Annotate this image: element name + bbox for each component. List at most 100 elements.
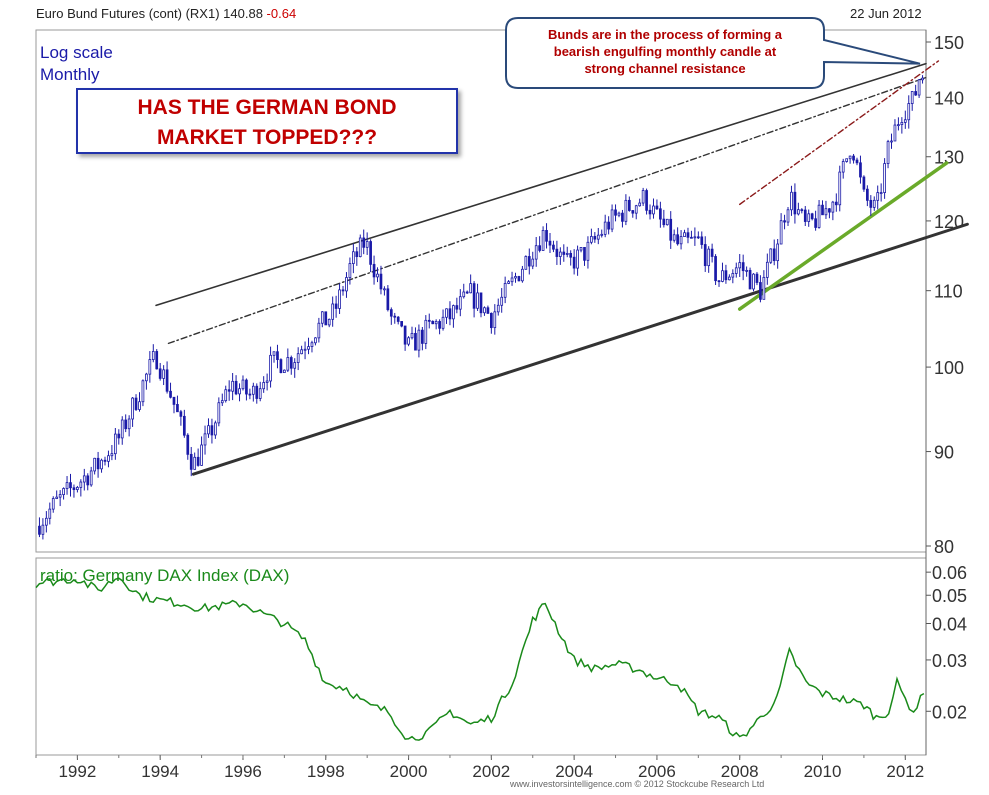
candle-body [624,199,628,222]
candle-body [638,202,642,207]
candle-body [900,122,904,126]
y-tick-label: 140 [934,88,964,108]
candle-body [686,232,690,238]
candle-body [89,470,93,486]
upper-channel-line [155,62,927,307]
red-trend-line [739,60,940,206]
candle-body [131,397,134,420]
candle-body [210,425,214,436]
candle-body [203,433,207,446]
candle-body [548,240,552,246]
candle-body [82,475,86,483]
candle-body [555,248,559,257]
candle-body [672,234,676,241]
candle-body [55,496,59,499]
candle-body [724,270,728,281]
candle-body [314,337,317,344]
candle-body [834,201,838,206]
candle-body [79,481,83,488]
candle-body [289,357,293,369]
candle-body [251,385,255,395]
candle-body [455,305,459,310]
candle-body [424,319,428,344]
candle-body [41,524,45,535]
candle-body [176,404,179,413]
candle-body [62,488,65,495]
candle-body [220,400,224,404]
candle-body [524,256,528,270]
candle-body [441,316,445,329]
candle-body [886,141,890,164]
candle-body [797,209,800,215]
x-tick-label: 2002 [472,762,510,781]
candle-body [679,236,683,245]
candle-body [51,498,55,510]
candle-body [917,79,921,96]
candle-body [862,176,866,190]
candle-body [910,91,914,104]
candle-body [897,124,900,127]
candle-body [514,276,517,279]
candle-body [400,321,404,327]
callout-text: Bunds are in the process of forming a be… [512,26,818,77]
candle-body [745,269,748,272]
candle-body [269,354,272,382]
candle-body [748,269,752,290]
candle-body [124,419,128,430]
candle-body [145,373,148,382]
candle-body [790,191,793,211]
candle-body [352,251,355,264]
candle-body [852,155,855,161]
candle-body [372,263,376,278]
candle-body [703,244,707,267]
candle-body [779,220,783,245]
candle-body [552,244,555,250]
candle-body [76,487,79,490]
candle-body [876,192,880,201]
candle-body [113,433,117,455]
candle-body [379,273,383,290]
candle-body [883,163,886,193]
candle-body [731,273,735,278]
x-tick-label: 1996 [224,762,262,781]
chart-date: 22 Jun 2012 [850,6,922,21]
candle-body [331,303,335,320]
candle-body [396,316,400,322]
candle-body [355,251,359,258]
candle-body [334,303,338,309]
candle-body [414,332,417,351]
candle-body [272,351,276,356]
last-price: 140.88 [223,6,263,21]
candle-body [714,256,717,282]
candle-body [696,236,700,239]
candle-body [193,456,197,470]
candle-body [776,243,780,262]
candle-body [452,305,455,320]
candle-body [783,220,786,223]
candle-body [562,251,566,255]
candle-body [283,369,286,373]
candle-body [641,190,645,204]
candle-body [389,309,393,317]
candle-body [434,321,438,325]
candle-body [817,204,821,228]
candle-body [421,329,424,344]
candle-body [431,320,435,325]
candle-body [824,208,828,216]
candle-body [151,351,155,360]
candle-body [207,425,210,435]
candle-body [572,256,576,269]
candle-body [362,237,366,248]
price-change: -0.64 [266,6,297,21]
candle-body [200,444,203,466]
candle-body [710,248,714,257]
callout-bubble [505,17,921,89]
candle-body [345,277,348,292]
candle-body [100,459,103,470]
candle-body [576,249,579,269]
candle-body [483,307,486,314]
x-tick-label: 2010 [804,762,842,781]
candle-body [707,248,711,267]
candle-body [903,119,907,123]
callout-line-2: bearish engulfing monthly candle at [553,44,777,59]
